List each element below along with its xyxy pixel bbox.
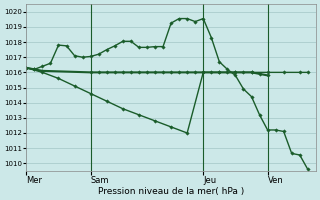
X-axis label: Pression niveau de la mer( hPa ): Pression niveau de la mer( hPa )	[98, 187, 244, 196]
